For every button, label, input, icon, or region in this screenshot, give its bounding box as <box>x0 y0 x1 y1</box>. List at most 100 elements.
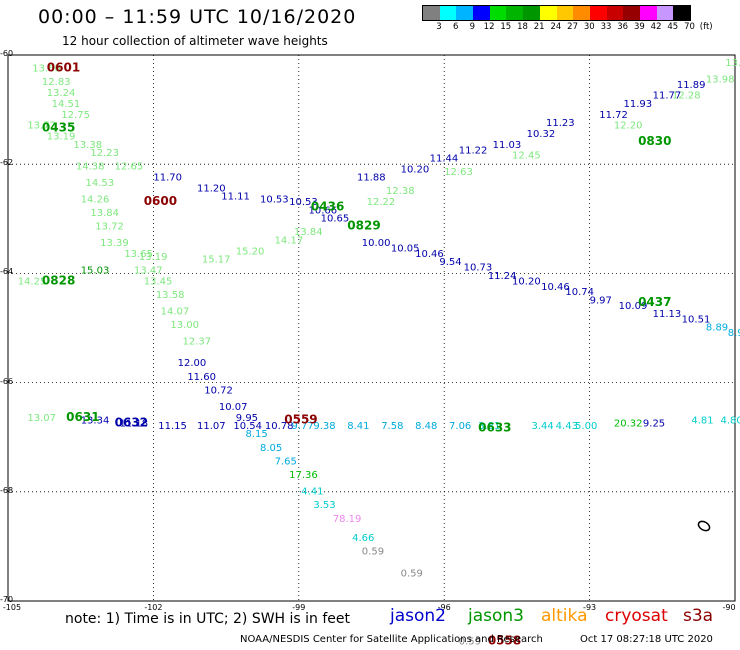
wave-height-value: 8.05 <box>260 443 282 454</box>
wave-height-value: 13.72 <box>95 222 124 233</box>
wave-height-value: 13.19 <box>139 252 168 263</box>
wave-height-value: 7.06 <box>449 421 471 432</box>
wave-height-value: 4.80 <box>720 416 740 427</box>
wave-height-value: 13.98 <box>706 74 735 85</box>
latitude-label: -70 <box>0 595 14 604</box>
colorbar-swatch <box>639 6 657 20</box>
wave-height-value: 12.20 <box>614 121 643 132</box>
pass-time-label: 0633 <box>478 421 511 435</box>
wave-height-value: 11.11 <box>221 192 250 203</box>
wave-height-value: 4.41 <box>301 487 323 498</box>
legend-item-jason3: jason3 <box>468 606 524 626</box>
pass-time-label: 0437 <box>638 295 671 309</box>
colorbar-swatch <box>606 6 624 20</box>
wave-height-value: 9.25 <box>643 418 665 429</box>
data-points: 13.6012.8313.2414.5112.7513.7213.1913.38… <box>18 58 740 648</box>
wave-height-value: 13.45 <box>144 276 173 287</box>
pass-time-label: 0829 <box>347 219 380 233</box>
page-subtitle: 12 hour collection of altimeter wave hei… <box>62 34 328 48</box>
wave-height-value: 4.81 <box>691 416 713 427</box>
wave-height-value: 15.17 <box>202 254 231 265</box>
colorbar-label: 27 <box>567 22 579 32</box>
wave-height-value: 4.66 <box>352 533 374 544</box>
wave-height-value: 10.65 <box>321 214 350 225</box>
longitude-label: -105 <box>2 603 22 612</box>
colorbar-swatch <box>623 6 640 20</box>
wave-height-value: 11.13 <box>653 309 682 320</box>
wave-height-value: 9.77 <box>292 421 314 432</box>
wave-height-value: 14.17 <box>275 235 304 246</box>
wave-height-value: 4.43 <box>556 421 578 432</box>
wave-height-value: 9.54 <box>439 257 461 268</box>
wave-height-value: 10.53 <box>260 194 289 205</box>
wave-height-value: 8.41 <box>347 421 369 432</box>
wave-height-value: 13.65 <box>124 249 153 260</box>
longitude-label: -99 <box>292 603 306 612</box>
map-grid <box>8 55 735 601</box>
wave-height-value: 11.89 <box>677 80 706 91</box>
pass-time-label: 0632 <box>115 415 148 429</box>
colorbar-label: 33 <box>600 22 612 32</box>
legend-item-altika: altika <box>541 606 588 626</box>
wave-height-value: 10.07 <box>219 402 248 413</box>
colorbar-swatch <box>673 6 690 20</box>
wave-height-value: 14.07 <box>161 306 190 317</box>
wave-height-value: 10.00 <box>362 238 391 249</box>
wave-height-value: 12.37 <box>182 336 211 347</box>
colorbar-swatch <box>473 6 490 20</box>
wave-height-value: 11.23 <box>546 118 575 129</box>
pass-time-label: 0435 <box>42 120 75 134</box>
wave-height-value: 11.24 <box>488 271 517 282</box>
wave-height-value: 12.45 <box>512 151 541 162</box>
wave-height-value: 11.20 <box>197 184 226 195</box>
wave-height-value: 14.53 <box>86 178 115 189</box>
colorbar-label: 21 <box>533 22 545 32</box>
colorbar-label: 18 <box>517 22 528 32</box>
wave-height-value: 12.63 <box>444 167 473 178</box>
credit-timestamp: Oct 17 08:27:18 UTC 2020 <box>580 634 713 645</box>
wave-height-value: 10.05 <box>391 244 420 255</box>
wave-height-value: 8.48 <box>415 421 437 432</box>
wave-height-value: 11.15 <box>158 421 187 432</box>
wave-height-value: 13.19 <box>47 132 76 143</box>
wave-height-value: 3.81 <box>478 421 500 432</box>
latitude-label: -68 <box>0 485 14 495</box>
note-text: note: 1) Time is in UTC; 2) SWH is in fe… <box>65 611 351 627</box>
legend-item-jason2: jason2 <box>390 606 446 626</box>
longitude-label: -93 <box>583 603 597 612</box>
wave-height-value: 10.74 <box>565 287 594 298</box>
colorbar-swatch <box>523 6 540 20</box>
wave-height-value: 8.15 <box>245 429 267 440</box>
colorbar-label: 36 <box>617 22 629 32</box>
wave-height-value: 12.28 <box>672 91 701 102</box>
latitude-label: -66 <box>0 376 14 386</box>
wave-height-value: 11.03 <box>493 140 522 151</box>
colorbar-swatch <box>423 6 440 20</box>
colorbar-label: 15 <box>500 22 512 32</box>
wave-height-value: 9.38 <box>313 421 335 432</box>
colorbar-label: 9 <box>469 22 476 32</box>
wave-height-value: 13.47 <box>134 265 163 276</box>
wave-height-value: 13.84 <box>90 208 119 219</box>
wave-height-value: 11.70 <box>153 173 182 184</box>
wave-height-value: 3.44 <box>531 421 553 432</box>
wave-height-colorbar <box>422 5 691 21</box>
wave-height-value: 20.32 <box>614 418 643 429</box>
wave-height-value: 11.77 <box>653 91 682 102</box>
colorbar-label: 70 <box>684 22 695 32</box>
wave-height-value: 11.44 <box>430 153 459 164</box>
colorbar-label: 45 <box>667 22 679 32</box>
page-title: 00:00 – 11:59 UTC 10/16/2020 <box>38 6 357 28</box>
wave-height-value: 12.00 <box>178 358 207 369</box>
wave-height-value: 10.66 <box>308 205 337 216</box>
colorbar-label: 24 <box>550 22 562 32</box>
wave-height-value: 10.73 <box>464 263 493 274</box>
wave-height-value: 10.53 <box>289 197 318 208</box>
wave-height-value: 15.20 <box>236 246 265 257</box>
wave-height-value: 7.58 <box>381 421 403 432</box>
wave-height-value: 9.95 <box>236 413 258 424</box>
pass-time-label: 0631 <box>66 410 99 424</box>
wave-height-value: 11.88 <box>357 173 386 184</box>
wave-height-value: 9.97 <box>590 295 612 306</box>
